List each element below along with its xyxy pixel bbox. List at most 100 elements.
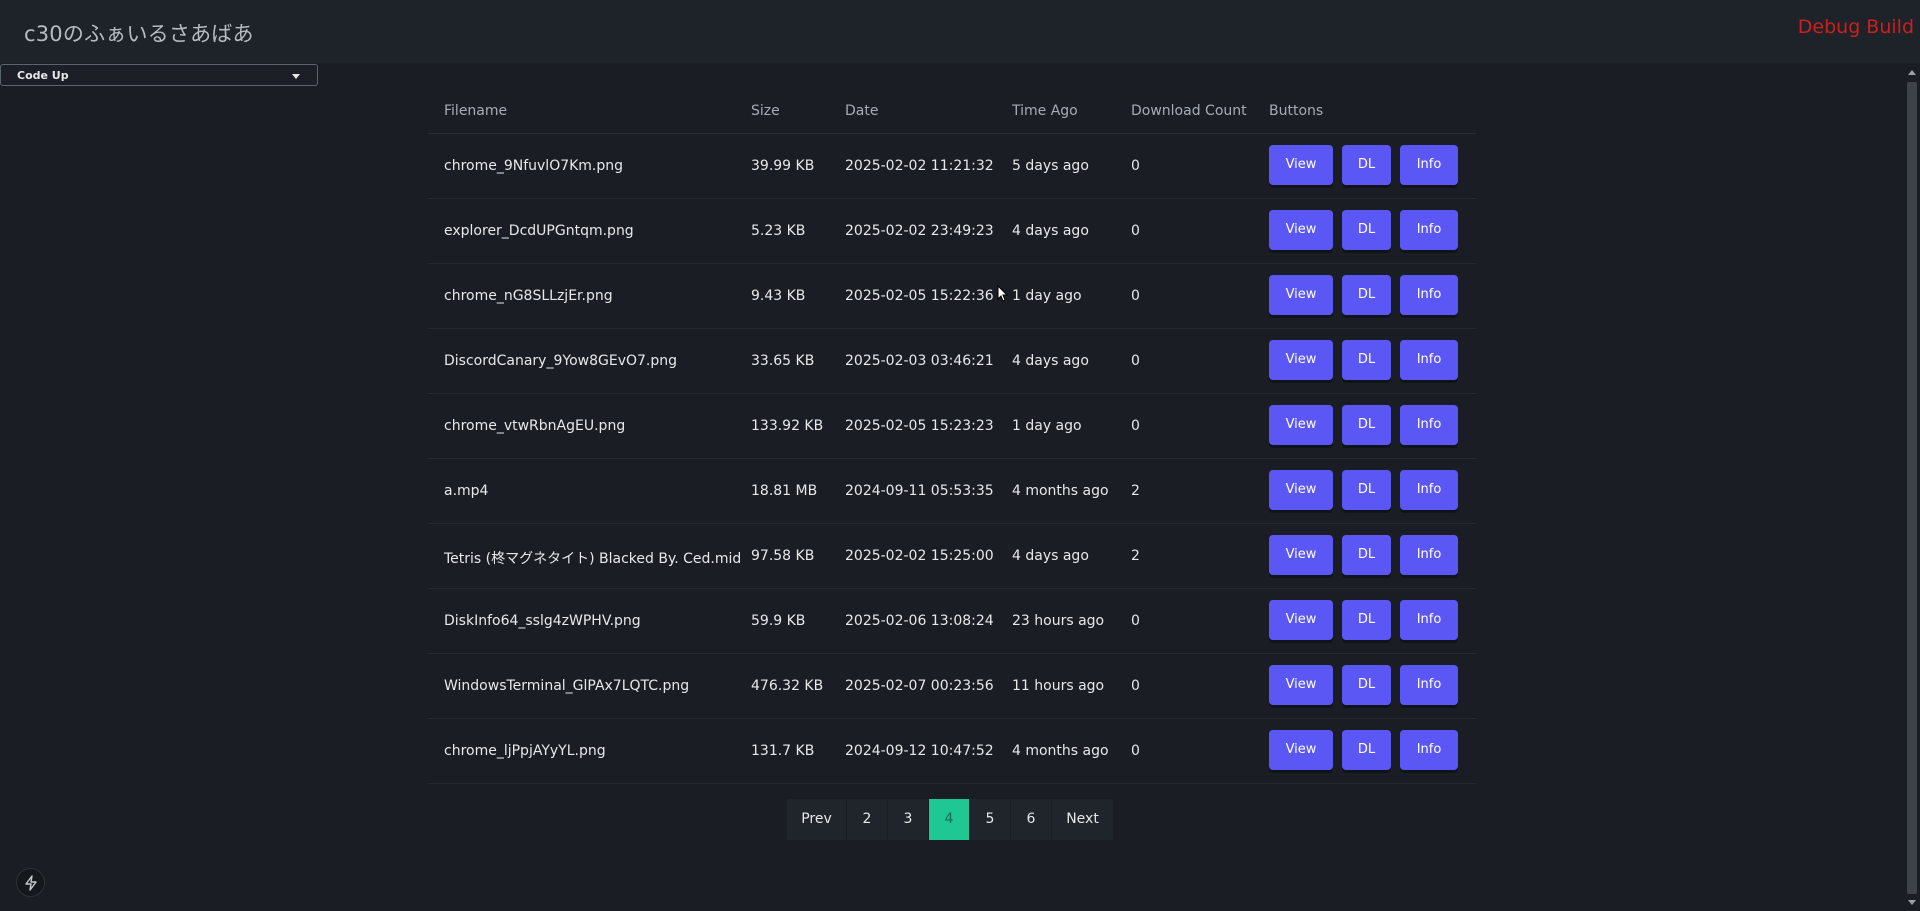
download-count-cell: 0 bbox=[1131, 743, 1140, 759]
pagination-prev-button[interactable]: Prev bbox=[787, 799, 847, 840]
category-select[interactable]: Code Up bbox=[0, 64, 318, 86]
size-cell: 131.7 KB bbox=[751, 743, 815, 759]
time-ago-cell: 1 day ago bbox=[1012, 288, 1082, 304]
download-count-cell: 0 bbox=[1131, 158, 1140, 174]
filename-cell: chrome_ljPpjAYyYL.png bbox=[444, 743, 606, 759]
filename-cell: DiskInfo64_sslg4zWPHV.png bbox=[444, 613, 641, 629]
app-title: c30のふぁいるさあばあ bbox=[24, 22, 254, 46]
info-button[interactable]: Info bbox=[1400, 665, 1458, 705]
scroll-down-arrow-icon[interactable] bbox=[1908, 900, 1916, 905]
download-button[interactable]: DL bbox=[1342, 405, 1391, 445]
filename-cell: WindowsTerminal_GlPAx7LQTC.png bbox=[444, 678, 690, 694]
filename-cell: Tetris (柊マグネタイト) Blacked By. Ced.mid bbox=[444, 551, 742, 567]
date-cell: 2025-02-02 11:21:32 bbox=[845, 158, 994, 174]
caret-down-icon bbox=[292, 74, 300, 79]
info-button[interactable]: Info bbox=[1400, 145, 1458, 185]
table-row: DiscordCanary_9Yow8GEvO7.png 33.65 KB 2025… bbox=[428, 329, 1476, 394]
pagination-page-4-current[interactable]: 4 bbox=[929, 799, 970, 840]
time-ago-cell: 11 hours ago bbox=[1012, 678, 1105, 694]
lightning-bolt-icon bbox=[25, 875, 37, 891]
category-select-value: Code Up bbox=[17, 69, 69, 82]
info-button[interactable]: Info bbox=[1400, 210, 1458, 250]
size-cell: 97.58 KB bbox=[751, 548, 815, 564]
file-table: Filename Size Date Time Ago Download Cou… bbox=[428, 91, 1476, 784]
download-button[interactable]: DL bbox=[1342, 665, 1391, 705]
filename-cell: chrome_9NfuvlO7Km.png bbox=[444, 158, 624, 174]
download-button[interactable]: DL bbox=[1342, 275, 1391, 315]
pagination-next-button[interactable]: Next bbox=[1052, 799, 1114, 840]
info-button[interactable]: Info bbox=[1400, 470, 1458, 510]
download-count-cell: 0 bbox=[1131, 288, 1140, 304]
size-cell: 59.9 KB bbox=[751, 613, 806, 629]
view-button[interactable]: View bbox=[1269, 665, 1333, 705]
date-cell: 2024-09-11 05:53:35 bbox=[845, 483, 994, 499]
view-button[interactable]: View bbox=[1269, 340, 1333, 380]
pagination-page-5[interactable]: 5 bbox=[970, 799, 1011, 840]
scrollbar-thumb[interactable] bbox=[1907, 82, 1917, 894]
table-row: chrome_9NfuvlO7Km.png 39.99 KB 2025-02-02 … bbox=[428, 134, 1476, 199]
time-ago-cell: 4 days ago bbox=[1012, 353, 1089, 369]
download-button[interactable]: DL bbox=[1342, 340, 1391, 380]
view-button[interactable]: View bbox=[1269, 275, 1333, 315]
view-button[interactable]: View bbox=[1269, 405, 1333, 445]
column-header-filename: Filename bbox=[444, 103, 508, 119]
pagination: Prev 2 3 4 5 6 Next bbox=[787, 799, 1114, 840]
top-bar: c30のふぁいるさあばあ Debug Build bbox=[0, 0, 1920, 63]
download-count-cell: 0 bbox=[1131, 223, 1140, 239]
view-button[interactable]: View bbox=[1269, 210, 1333, 250]
filename-cell: chrome_nG8SLLzjEr.png bbox=[444, 288, 613, 304]
table-row: Tetris (柊マグネタイト) Blacked By. Ced.mid 97.5… bbox=[428, 524, 1476, 589]
filename-cell: explorer_DcdUPGntqm.png bbox=[444, 223, 634, 239]
table-row: DiskInfo64_sslg4zWPHV.png 59.9 KB 2025-02-… bbox=[428, 589, 1476, 654]
download-count-cell: 2 bbox=[1131, 483, 1140, 499]
download-count-cell: 2 bbox=[1131, 548, 1140, 564]
info-button[interactable]: Info bbox=[1400, 275, 1458, 315]
filename-cell: DiscordCanary_9Yow8GEvO7.png bbox=[444, 353, 677, 369]
download-button[interactable]: DL bbox=[1342, 600, 1391, 640]
column-header-buttons: Buttons bbox=[1269, 103, 1324, 119]
info-button[interactable]: Info bbox=[1400, 535, 1458, 575]
size-cell: 18.81 MB bbox=[751, 483, 818, 499]
date-cell: 2025-02-02 15:25:00 bbox=[845, 548, 994, 564]
download-button[interactable]: DL bbox=[1342, 730, 1391, 770]
download-button[interactable]: DL bbox=[1342, 470, 1391, 510]
download-button[interactable]: DL bbox=[1342, 210, 1391, 250]
pagination-page-2[interactable]: 2 bbox=[847, 799, 888, 840]
download-button[interactable]: DL bbox=[1342, 535, 1391, 575]
size-cell: 9.43 KB bbox=[751, 288, 806, 304]
table-row: explorer_DcdUPGntqm.png 5.23 KB 2025-02-02… bbox=[428, 199, 1476, 264]
date-cell: 2025-02-06 13:08:24 bbox=[845, 613, 994, 629]
info-button[interactable]: Info bbox=[1400, 340, 1458, 380]
date-cell: 2025-02-05 15:22:36 bbox=[845, 288, 994, 304]
download-button[interactable]: DL bbox=[1342, 145, 1391, 185]
view-button[interactable]: View bbox=[1269, 145, 1333, 185]
time-ago-cell: 4 days ago bbox=[1012, 548, 1089, 564]
table-row: chrome_nG8SLLzjEr.png 9.43 KB 2025-02-05 1… bbox=[428, 264, 1476, 329]
view-button[interactable]: View bbox=[1269, 730, 1333, 770]
date-cell: 2024-09-12 10:47:52 bbox=[845, 743, 994, 759]
download-count-cell: 0 bbox=[1131, 353, 1140, 369]
vertical-scrollbar[interactable] bbox=[1904, 64, 1920, 911]
view-button[interactable]: View bbox=[1269, 470, 1333, 510]
view-button[interactable]: View bbox=[1269, 535, 1333, 575]
debug-build-badge: Debug Build bbox=[1797, 16, 1914, 38]
column-header-date: Date bbox=[845, 103, 879, 119]
pagination-page-6[interactable]: 6 bbox=[1011, 799, 1052, 840]
info-button[interactable]: Info bbox=[1400, 405, 1458, 445]
column-header-size: Size bbox=[751, 103, 780, 119]
table-row: WindowsTerminal_GlPAx7LQTC.png 476.32 KB 2… bbox=[428, 654, 1476, 719]
info-button[interactable]: Info bbox=[1400, 600, 1458, 640]
lightning-bolt-button[interactable] bbox=[16, 868, 45, 897]
column-header-time-ago: Time Ago bbox=[1012, 103, 1078, 119]
scroll-up-arrow-icon[interactable] bbox=[1908, 70, 1916, 75]
time-ago-cell: 4 days ago bbox=[1012, 223, 1089, 239]
time-ago-cell: 4 months ago bbox=[1012, 743, 1109, 759]
pagination-page-3[interactable]: 3 bbox=[888, 799, 929, 840]
time-ago-cell: 1 day ago bbox=[1012, 418, 1082, 434]
date-cell: 2025-02-03 03:46:21 bbox=[845, 353, 994, 369]
info-button[interactable]: Info bbox=[1400, 730, 1458, 770]
view-button[interactable]: View bbox=[1269, 600, 1333, 640]
time-ago-cell: 5 days ago bbox=[1012, 158, 1089, 174]
download-count-cell: 0 bbox=[1131, 613, 1140, 629]
table-row: a.mp4 18.81 MB 2024-09-11 05:53:35 4 months… bbox=[428, 459, 1476, 524]
